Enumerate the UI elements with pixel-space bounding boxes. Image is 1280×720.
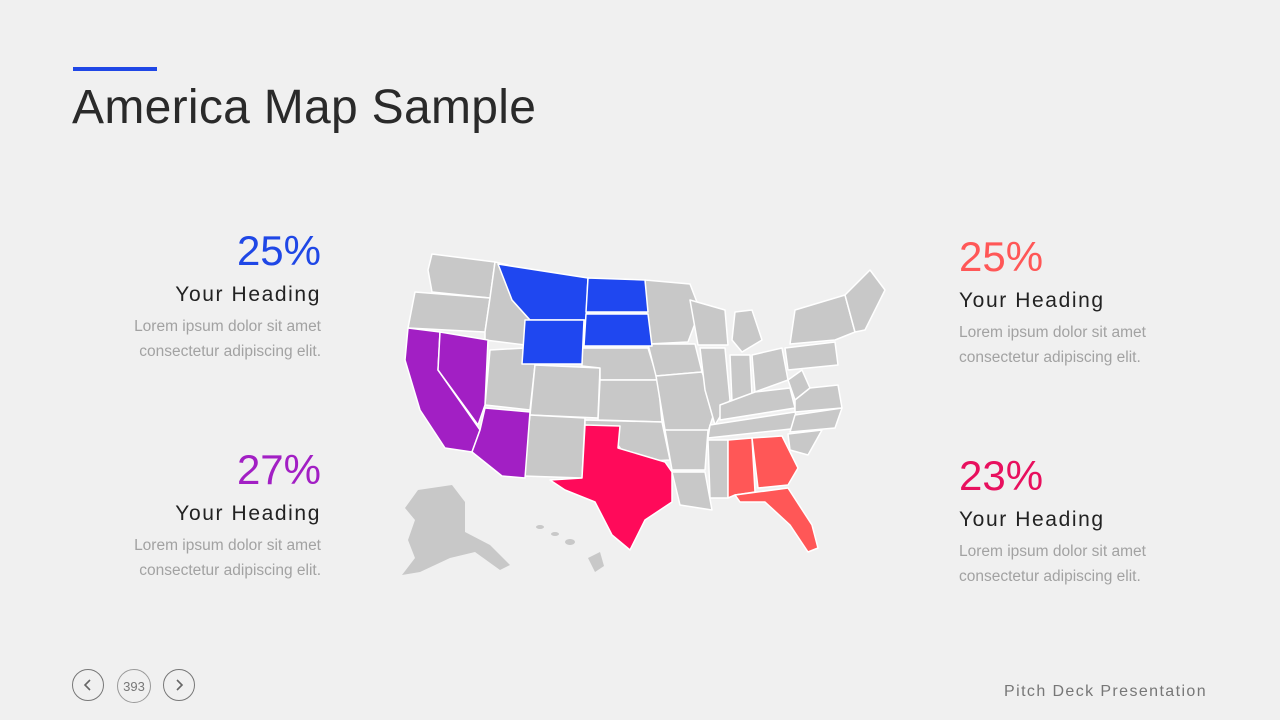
stat-bottom-right: 23% Your Heading Lorem ipsum dolor sit a… xyxy=(959,453,1219,589)
state-colorado xyxy=(529,364,601,419)
page-number: 393 xyxy=(117,669,151,703)
stat-percent: 25% xyxy=(236,227,321,274)
stat-desc-line: Lorem ipsum dolor sit amet xyxy=(134,318,321,335)
state-arizona xyxy=(471,407,531,479)
chevron-right-icon xyxy=(176,679,184,691)
state-alaska xyxy=(402,485,510,575)
stat-desc-line: Lorem ipsum dolor sit amet xyxy=(959,543,1146,560)
stat-description: Lorem ipsum dolor sit amet consectetur a… xyxy=(61,314,321,364)
state-new-mexico xyxy=(522,414,586,479)
stat-desc-line: consectetur adipiscing elit. xyxy=(959,568,1141,585)
state-new-york xyxy=(789,294,856,345)
state-iowa xyxy=(647,343,703,377)
stat-percent: 27% xyxy=(236,446,321,493)
stat-bottom-left: 27% Your Heading Lorem ipsum dolor sit a… xyxy=(61,447,321,583)
stat-heading: Your Heading xyxy=(175,502,321,525)
state-oregon xyxy=(407,291,491,333)
state-kansas xyxy=(597,379,663,423)
state-south-carolina xyxy=(787,429,823,456)
state-kentucky xyxy=(719,387,796,421)
stat-heading: Your Heading xyxy=(959,508,1105,531)
stat-desc-line: consectetur adipiscing elit. xyxy=(139,562,321,579)
state-washington xyxy=(427,253,496,299)
stat-percent: 25% xyxy=(959,233,1044,280)
chevron-left-icon xyxy=(83,679,91,691)
state-hawaii xyxy=(536,525,604,572)
stat-desc-line: Lorem ipsum dolor sit amet xyxy=(134,537,321,554)
stat-desc-line: consectetur adipiscing elit. xyxy=(139,343,321,360)
state-new-england xyxy=(844,269,886,333)
state-alabama xyxy=(727,437,756,499)
state-south-dakota xyxy=(583,313,653,347)
state-mississippi xyxy=(707,439,729,499)
stat-heading: Your Heading xyxy=(175,283,321,306)
stat-heading: Your Heading xyxy=(959,289,1105,312)
state-florida xyxy=(734,487,819,553)
state-texas xyxy=(549,424,673,551)
state-wisconsin xyxy=(689,299,729,346)
next-page-button[interactable] xyxy=(163,669,195,701)
stat-top-right: 25% Your Heading Lorem ipsum dolor sit a… xyxy=(959,234,1219,370)
state-pennsylvania xyxy=(784,341,839,371)
usa-map xyxy=(402,253,886,575)
stat-percent: 23% xyxy=(959,452,1044,499)
state-louisiana xyxy=(671,471,713,511)
state-virginia xyxy=(794,384,843,413)
stat-desc-line: Lorem ipsum dolor sit amet xyxy=(959,324,1146,341)
stat-description: Lorem ipsum dolor sit amet consectetur a… xyxy=(61,533,321,583)
state-georgia xyxy=(751,435,799,489)
stat-top-left: 25% Your Heading Lorem ipsum dolor sit a… xyxy=(61,228,321,364)
prev-page-button[interactable] xyxy=(72,669,104,701)
footer-label: Pitch Deck Presentation xyxy=(1004,683,1207,700)
state-north-carolina xyxy=(789,407,843,433)
title-accent-bar xyxy=(73,67,157,71)
stat-description: Lorem ipsum dolor sit amet consectetur a… xyxy=(959,320,1219,370)
state-nevada xyxy=(437,331,489,426)
state-ohio xyxy=(751,347,789,393)
state-north-dakota xyxy=(585,277,649,313)
stat-desc-line: consectetur adipiscing elit. xyxy=(959,349,1141,366)
state-michigan xyxy=(731,309,763,353)
page-title: America Map Sample xyxy=(72,81,537,134)
stat-description: Lorem ipsum dolor sit amet consectetur a… xyxy=(959,539,1219,589)
state-arkansas xyxy=(664,429,709,471)
state-missouri xyxy=(655,371,716,433)
state-wyoming xyxy=(521,319,585,365)
